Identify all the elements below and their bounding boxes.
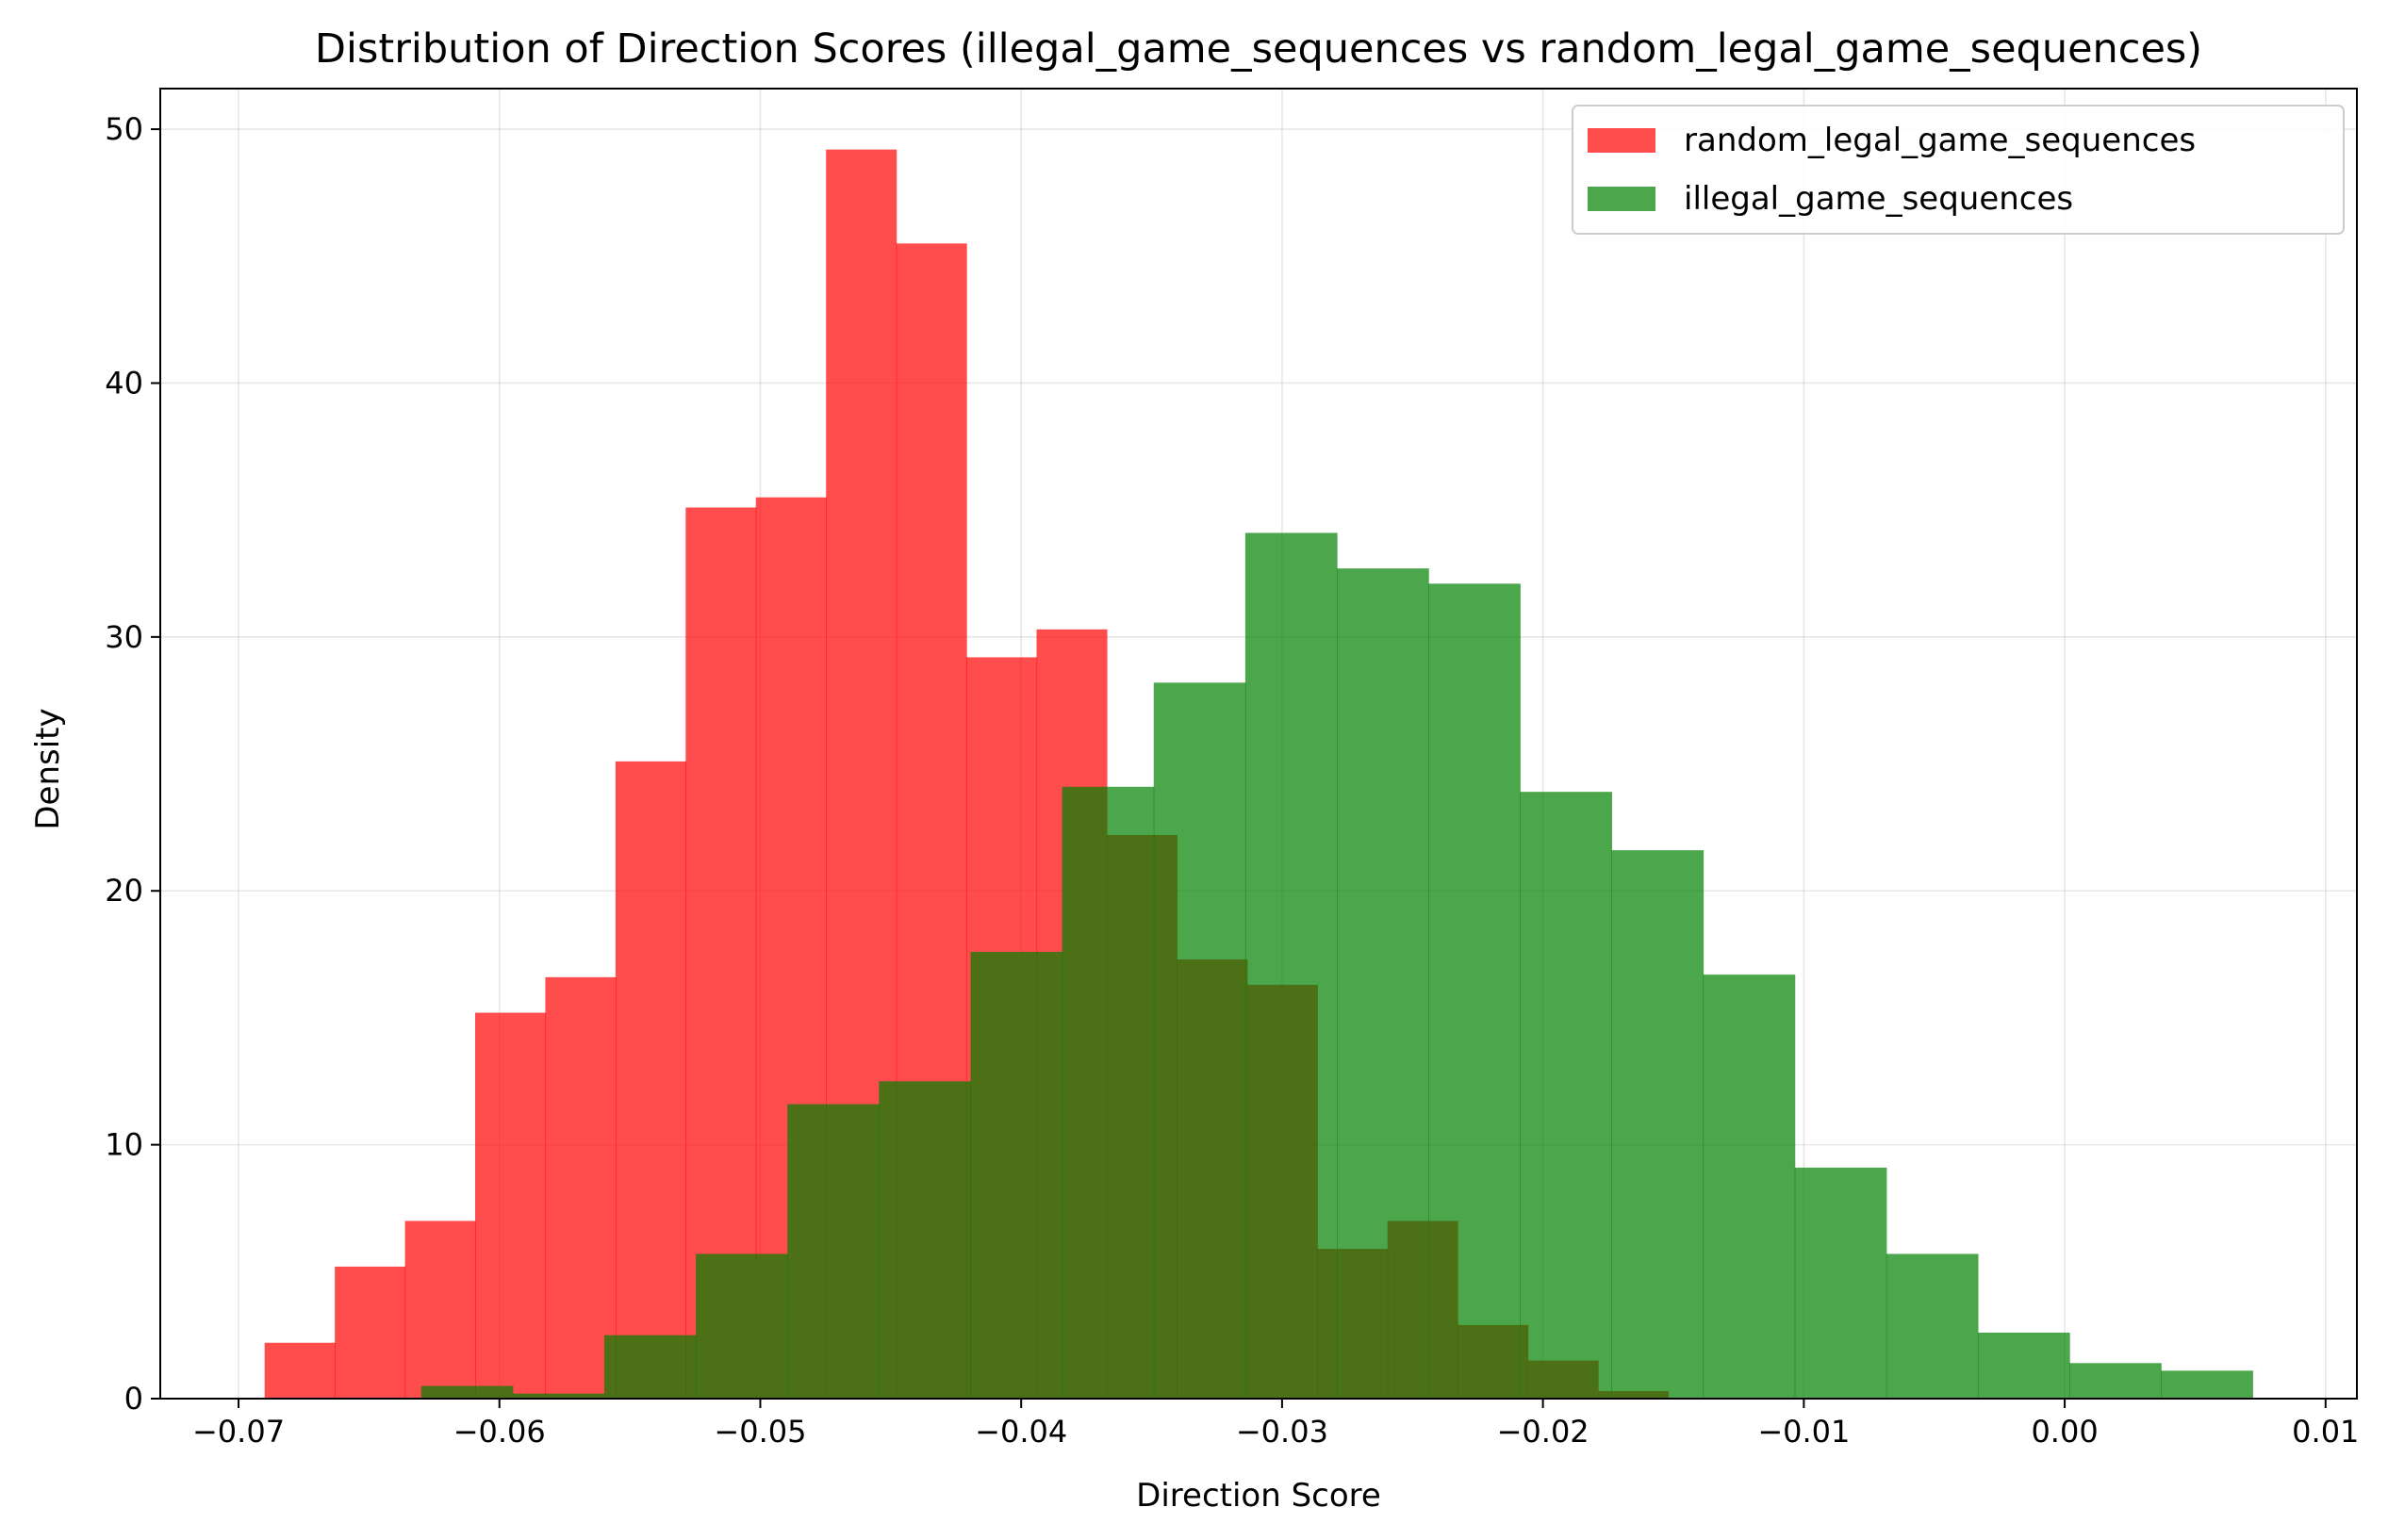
x-tick-label: −0.02	[1497, 1414, 1589, 1450]
histogram-bar	[2069, 1363, 2162, 1399]
histogram-bar	[545, 976, 617, 1399]
y-axis-title: Density	[29, 708, 67, 829]
x-tick-label: 0.01	[2292, 1414, 2359, 1450]
x-tick-label: −0.05	[714, 1414, 806, 1450]
histogram-bar	[420, 1385, 514, 1399]
histogram-bar	[475, 1012, 547, 1399]
legend-box	[1572, 105, 2345, 235]
legend-label: random_legal_game_sequences	[1684, 122, 2196, 159]
histogram-bar	[1703, 975, 1796, 1399]
histogram-bar	[1794, 1167, 1887, 1399]
histogram-bars	[264, 149, 2253, 1400]
y-tick-label: 10	[105, 1127, 143, 1163]
histogram-bar	[1062, 786, 1155, 1399]
y-tick-label: 30	[105, 619, 143, 655]
x-tick-label: −0.01	[1757, 1414, 1850, 1450]
histogram-bar	[685, 507, 757, 1399]
x-tick-label: −0.07	[192, 1414, 285, 1450]
y-tick-label: 20	[105, 873, 143, 909]
histogram-bar	[264, 1342, 336, 1399]
x-axis-title: Direction Score	[1136, 1477, 1381, 1515]
x-tick-label: −0.04	[975, 1414, 1067, 1450]
histogram-bar	[1977, 1332, 2070, 1399]
y-tick-label: 40	[105, 365, 143, 401]
y-tick-label: 0	[124, 1381, 143, 1417]
x-tick-label: 0.00	[2031, 1414, 2098, 1450]
legend: random_legal_game_sequences illegal_game_…	[1572, 105, 2345, 235]
y-tick-label: 50	[105, 111, 143, 147]
histogram-bar	[696, 1253, 788, 1399]
histogram-bar	[1244, 532, 1338, 1399]
histogram-bar	[1886, 1253, 1979, 1399]
histogram-bar	[1153, 682, 1246, 1399]
histogram-bar	[2161, 1370, 2253, 1399]
axis-ticks: −0.07 −0.06 −0.05 −0.04 −0.03 −0.02 −0.01 0.00 0…	[105, 111, 2359, 1450]
histogram-bar	[615, 761, 686, 1399]
histogram-bar	[1611, 850, 1705, 1399]
histogram-bar	[1428, 583, 1521, 1399]
histogram-bar	[404, 1221, 476, 1399]
histogram-bar	[970, 951, 1063, 1399]
histogram-bar	[1337, 568, 1429, 1399]
plot-frame	[159, 88, 2358, 1400]
histogram-bar	[603, 1335, 697, 1399]
histogram-bar	[335, 1266, 406, 1399]
series-illegal-game-sequences	[420, 532, 2253, 1399]
histogram-bar	[512, 1393, 605, 1399]
x-tick-label: −0.06	[453, 1414, 546, 1450]
legend-swatch	[1588, 187, 1655, 211]
x-tick-label: −0.03	[1236, 1414, 1328, 1450]
histogram-bar	[879, 1081, 972, 1399]
legend-swatch	[1588, 128, 1655, 153]
histogram-bar	[787, 1104, 880, 1399]
legend-label: illegal_game_sequences	[1684, 180, 2073, 218]
chart-title: Distribution of Direction Scores (illega…	[315, 25, 2202, 73]
histogram-bar	[1520, 792, 1613, 1399]
